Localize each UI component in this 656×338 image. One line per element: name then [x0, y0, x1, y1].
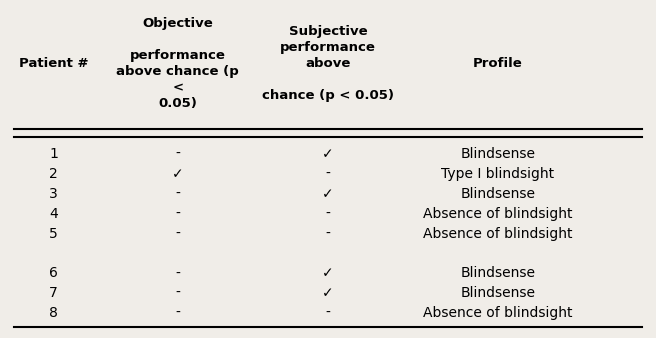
Text: -: - — [325, 226, 331, 241]
Text: -: - — [175, 207, 180, 221]
Text: -: - — [175, 266, 180, 281]
Text: 6: 6 — [49, 266, 58, 281]
Text: 5: 5 — [49, 226, 58, 241]
Text: Blindsense: Blindsense — [461, 187, 535, 201]
Text: ✓: ✓ — [322, 187, 334, 201]
Text: 1: 1 — [49, 147, 58, 161]
Text: Type I blindsight: Type I blindsight — [441, 167, 554, 181]
Text: -: - — [325, 207, 331, 221]
Text: -: - — [175, 306, 180, 320]
Text: Subjective
performance
above

chance (p < 0.05): Subjective performance above chance (p <… — [262, 25, 394, 102]
Text: -: - — [175, 147, 180, 161]
Text: -: - — [175, 187, 180, 201]
Text: Blindsense: Blindsense — [461, 266, 535, 281]
Text: Objective

performance
above chance (p
<
0.05): Objective performance above chance (p < … — [116, 17, 239, 110]
Text: 2: 2 — [49, 167, 58, 181]
Text: 8: 8 — [49, 306, 58, 320]
Text: ✓: ✓ — [322, 147, 334, 161]
Text: -: - — [325, 167, 331, 181]
Text: -: - — [175, 226, 180, 241]
Text: Absence of blindsight: Absence of blindsight — [423, 306, 573, 320]
Text: Absence of blindsight: Absence of blindsight — [423, 207, 573, 221]
Text: -: - — [325, 306, 331, 320]
Text: -: - — [175, 286, 180, 300]
Text: 7: 7 — [49, 286, 58, 300]
Text: Patient #: Patient # — [19, 57, 89, 70]
Text: ✓: ✓ — [322, 266, 334, 281]
Text: ✓: ✓ — [322, 286, 334, 300]
Text: ✓: ✓ — [172, 167, 184, 181]
Text: Absence of blindsight: Absence of blindsight — [423, 226, 573, 241]
Text: 3: 3 — [49, 187, 58, 201]
Text: 4: 4 — [49, 207, 58, 221]
Text: Blindsense: Blindsense — [461, 286, 535, 300]
Text: Profile: Profile — [473, 57, 523, 70]
Text: Blindsense: Blindsense — [461, 147, 535, 161]
